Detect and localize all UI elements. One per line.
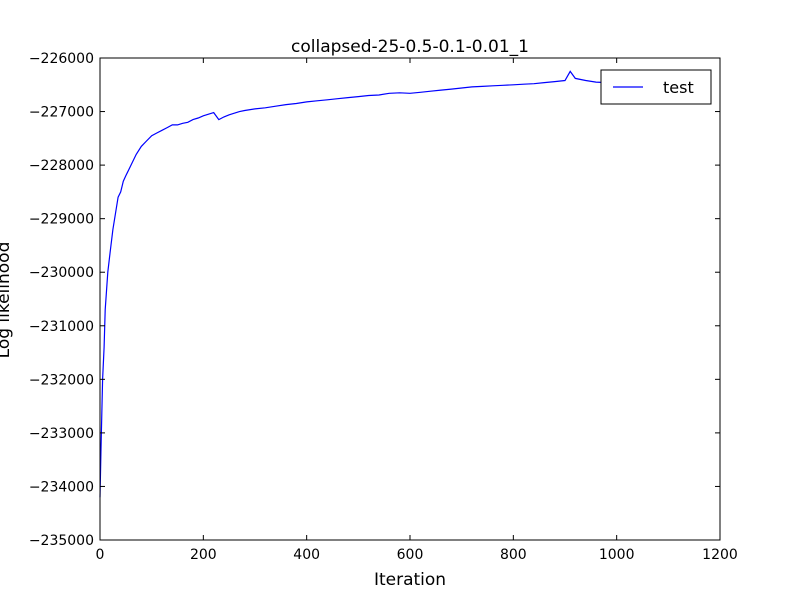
- y-tick-label: −230000: [29, 265, 94, 281]
- x-tick-label: 200: [190, 547, 217, 563]
- x-tick-label: 600: [397, 547, 424, 563]
- y-axis-label: Log likelihood: [0, 242, 14, 359]
- legend-label: test: [663, 78, 694, 97]
- y-tick-label: −228000: [29, 158, 94, 174]
- y-tick-label: −232000: [29, 372, 94, 388]
- legend: test: [600, 69, 712, 105]
- x-tick-label: 800: [500, 547, 527, 563]
- y-tick-label: −233000: [29, 426, 94, 442]
- y-tick-label: −227000: [29, 105, 94, 121]
- x-tick-label: 1000: [599, 547, 635, 563]
- y-tick-label: −235000: [29, 533, 94, 549]
- y-tick-label: −234000: [29, 479, 94, 495]
- x-tick-label: 1200: [702, 547, 738, 563]
- x-axis: 0 200 400 600 800 1000 1200: [96, 58, 738, 563]
- y-tick-label: −231000: [29, 319, 94, 335]
- x-axis-label: Iteration: [374, 570, 446, 590]
- plot-frame: [99, 57, 721, 541]
- series-line-test: [99, 70, 617, 498]
- y-axis: −235000 −234000 −233000 −232000 −231000 −2300…: [29, 51, 720, 549]
- x-tick-label: 0: [96, 547, 105, 563]
- plot-area: [99, 70, 617, 498]
- chart-title: collapsed-25-0.5-0.1-0.01_1: [291, 37, 529, 57]
- x-tick-label: 400: [293, 547, 320, 563]
- y-tick-label: −226000: [29, 51, 94, 67]
- y-tick-label: −229000: [29, 212, 94, 228]
